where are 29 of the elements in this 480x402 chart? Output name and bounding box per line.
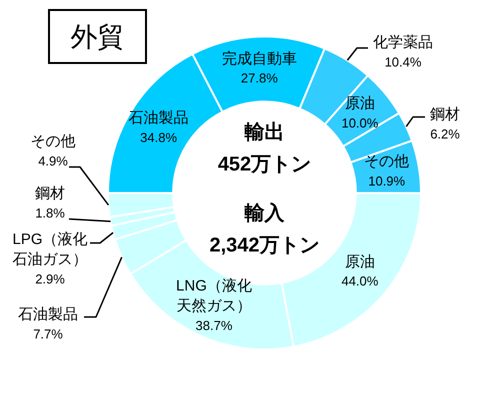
slice-label: 原油 [344, 95, 375, 112]
slice-label: 石油製品 [18, 306, 78, 324]
slice-label: 鋼材 [430, 106, 460, 124]
text: 輸出 [244, 122, 284, 144]
data-label: 34.8% [140, 130, 178, 146]
slice-label: 石油製品 [128, 110, 189, 127]
text: 2,342万トン [209, 234, 320, 257]
data-label: 10.4% [384, 54, 422, 70]
slice-label: LNG（液化天然ガス） [176, 277, 252, 314]
data-label: 27.8% [240, 70, 278, 86]
slice-label: 原油 [344, 253, 375, 270]
data-label: 2.9% [35, 272, 66, 287]
text: 452万トン [218, 154, 312, 176]
data-label: 10.9% [368, 174, 406, 189]
data-label: 7.7% [33, 326, 64, 342]
slice-label: その他 [364, 153, 410, 170]
slice-label: その他 [30, 133, 76, 150]
slice-label: 完成自動車 [222, 50, 297, 68]
data-label: 10.0% [341, 115, 379, 130]
data-label: 1.8% [35, 206, 66, 221]
slice-label: 鋼材 [35, 185, 65, 202]
data-label: 44.0% [341, 274, 379, 289]
slice-label: LPG（液化石油ガス） [12, 231, 88, 268]
chart-title: 外貿 [48, 9, 147, 64]
data-label: 4.9% [38, 154, 68, 169]
data-label: 6.2% [430, 126, 460, 142]
slice-label: 化学薬品 [373, 34, 433, 52]
text: 輸入 [244, 202, 286, 225]
data-label: 38.7% [196, 318, 233, 333]
